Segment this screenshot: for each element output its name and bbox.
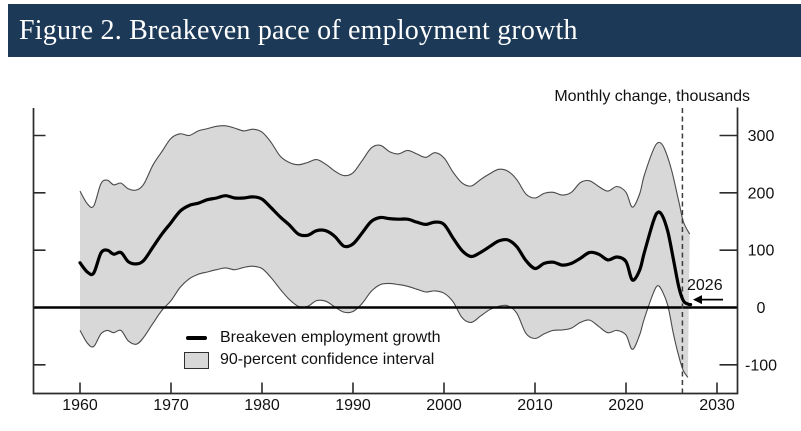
x-tick-label: 1980 <box>244 397 280 414</box>
x-tick-label: 2000 <box>426 397 462 414</box>
y-tick-label: 200 <box>748 185 775 202</box>
x-tick-label: 1990 <box>335 397 371 414</box>
legend-item-band: 90-percent confidence interval <box>183 349 441 371</box>
figure-title: Figure 2. Breakeven pace of employment g… <box>19 14 578 46</box>
band-swatch <box>184 351 209 369</box>
legend-line-swatch-cell <box>183 336 210 340</box>
axis-ticks <box>33 134 738 394</box>
x-tick-label: 2030 <box>699 397 735 414</box>
confidence-band-lower-edge <box>79 265 689 378</box>
legend-band-swatch-cell <box>183 351 210 369</box>
chart-canvas: 1960 1970 1980 1990 2000 2010 2020 2030 300 200 10… <box>32 107 777 414</box>
forecast-annotation-label: 2026 <box>687 277 723 294</box>
y-tick-label: -100 <box>745 357 777 374</box>
legend-label-band: 90-percent confidence interval <box>220 351 435 368</box>
confidence-band-upper-edge <box>79 125 691 235</box>
annotation-arrow-head-icon <box>693 295 702 305</box>
legend-label-line: Breakeven employment growth <box>220 329 441 346</box>
x-tick-label: 2010 <box>517 397 553 414</box>
y-axis-unit-label: Monthly change, thousands <box>554 88 750 105</box>
forecast-annotation: 2026 <box>687 277 723 295</box>
confidence-band <box>80 125 690 378</box>
line-swatch <box>186 336 207 340</box>
x-tick-label: 1970 <box>153 397 189 414</box>
y-tick-label: 0 <box>757 300 766 317</box>
x-tick-label: 1960 <box>62 397 98 414</box>
breakeven-line <box>78 194 693 307</box>
y-tick-label: 300 <box>748 128 775 145</box>
chart-area: Monthly change, thousands 1960 1970 1980 19… <box>0 57 801 431</box>
figure-header: Figure 2. Breakeven pace of employment g… <box>8 4 801 57</box>
legend-item-line: Breakeven employment growth <box>183 327 441 349</box>
x-tick-label: 2020 <box>608 397 644 414</box>
y-tick-label: 100 <box>748 243 775 260</box>
legend: Breakeven employment growth 90-percent c… <box>183 327 441 371</box>
